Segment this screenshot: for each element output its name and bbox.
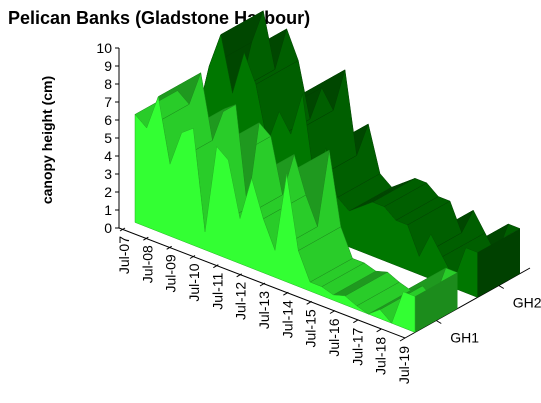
y-tick-label: 6 bbox=[104, 112, 112, 128]
x-tick-label: Jul-08 bbox=[139, 245, 155, 283]
x-tick bbox=[306, 300, 312, 305]
x-tick-label: Jul-18 bbox=[373, 337, 389, 375]
x-tick-label: Jul-16 bbox=[326, 318, 342, 356]
y-tick-label: 2 bbox=[104, 184, 112, 200]
x-tick bbox=[259, 282, 266, 287]
area-end bbox=[477, 228, 520, 298]
y-tick-label: 10 bbox=[96, 40, 112, 56]
area bbox=[197, 33, 478, 298]
x-tick bbox=[189, 255, 196, 259]
x-tick-label: Jul-13 bbox=[256, 291, 272, 329]
y-tick-label: 5 bbox=[104, 130, 112, 146]
x-tick-label: Jul-07 bbox=[116, 236, 132, 274]
y-tick-label: 9 bbox=[104, 58, 112, 74]
y-tick-label: 7 bbox=[104, 94, 112, 110]
y-tick-label: 0 bbox=[104, 220, 112, 236]
x-tick bbox=[376, 328, 382, 333]
x-tick-label: Jul-12 bbox=[233, 282, 249, 320]
x-tick-label: Jul-09 bbox=[163, 254, 179, 292]
series-label: GH2 bbox=[513, 295, 541, 311]
x-tick bbox=[236, 273, 242, 278]
y-tick-label: 8 bbox=[104, 76, 112, 92]
area bbox=[134, 95, 416, 333]
area-end bbox=[415, 272, 458, 333]
x-tick bbox=[213, 264, 219, 269]
x-tick bbox=[329, 310, 336, 314]
y-tick-label: 3 bbox=[104, 166, 112, 182]
x-tick-label: Jul-19 bbox=[396, 346, 412, 384]
x-tick-label: Jul-10 bbox=[186, 263, 202, 301]
y-tick-label: 4 bbox=[104, 148, 112, 164]
depth-tick bbox=[435, 320, 442, 324]
x-tick bbox=[353, 319, 359, 324]
depth-tick bbox=[498, 285, 505, 289]
y-axis-label: canopy height (cm) bbox=[39, 76, 55, 204]
series-label: GH1 bbox=[450, 330, 479, 346]
x-tick bbox=[119, 227, 126, 232]
x-tick bbox=[283, 291, 289, 296]
x-tick bbox=[166, 245, 172, 250]
x-tick-label: Jul-15 bbox=[303, 309, 319, 347]
x-tick bbox=[399, 337, 406, 342]
chart-title: Pelican Banks (Gladstone Harbour) bbox=[8, 8, 310, 28]
x-tick-label: Jul-17 bbox=[349, 327, 365, 365]
x-tick-label: Jul-14 bbox=[279, 300, 295, 338]
y-tick-label: 1 bbox=[104, 202, 112, 218]
x-tick-label: Jul-11 bbox=[209, 272, 225, 309]
x-tick bbox=[143, 236, 149, 241]
